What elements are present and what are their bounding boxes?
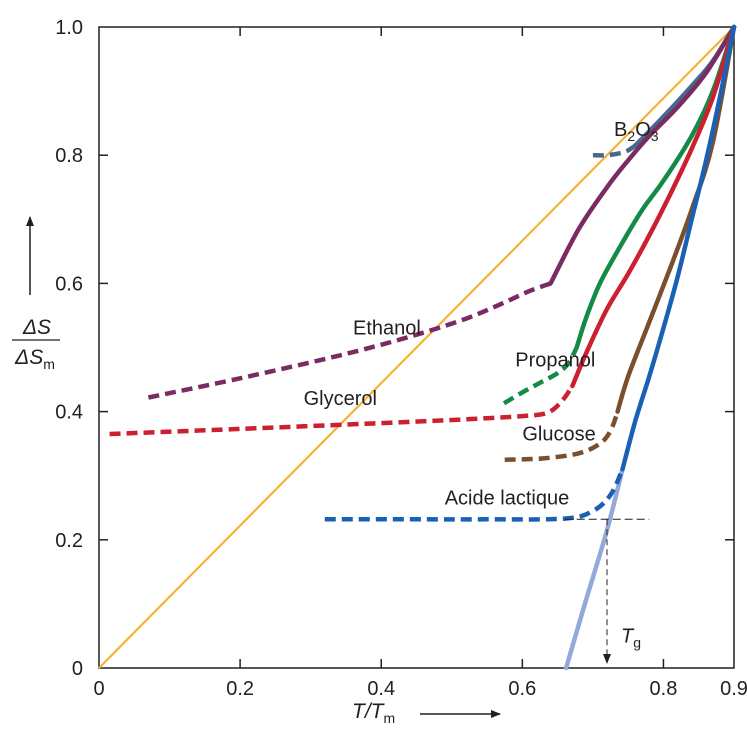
x-tick-label: 0.2 xyxy=(226,678,254,700)
series-acide-lactique xyxy=(324,24,737,671)
series-label-propanol: Propanol xyxy=(515,350,595,372)
series-propanol xyxy=(502,24,737,406)
series-label-glucose: Glucose xyxy=(522,423,595,445)
series-ethanol xyxy=(147,24,737,400)
y-axis-title-denominator-sub: m xyxy=(43,356,55,372)
x-axis-ticks: 0 0.2 0.4 0.6 0.8 0.9 xyxy=(93,27,747,700)
label-part-sub: 3 xyxy=(651,128,659,144)
reference-line xyxy=(98,26,735,669)
axes-box xyxy=(98,26,735,669)
x-tick-label: 0.8 xyxy=(650,678,678,700)
series-dashed-line xyxy=(147,281,552,400)
series-layer xyxy=(109,24,737,671)
series-dashed-line xyxy=(592,143,637,158)
x-tick-label: 0.6 xyxy=(508,678,536,700)
series-solid-line xyxy=(548,24,737,286)
tg-label-sub: g xyxy=(633,634,641,650)
y-axis-title: ΔS ΔSm xyxy=(12,216,60,372)
y-tick-label: 0 xyxy=(72,658,83,680)
label-part: B xyxy=(614,119,627,141)
tg-label: Tg xyxy=(621,625,641,650)
y-tick-label: 0.6 xyxy=(55,273,83,295)
svg-text:ΔSm: ΔSm xyxy=(14,346,55,372)
plot-frame xyxy=(98,26,735,669)
series-labels: B2O3 Ethanol Propanol Glycerol Glucose Acide … xyxy=(304,119,659,510)
series-dashed-line xyxy=(502,346,579,406)
series-label-ethanol: Ethanol xyxy=(353,318,421,340)
x-axis-title-sub: m xyxy=(384,710,396,726)
x-axis-title: T/Tm xyxy=(352,700,501,726)
series-extrapolation-line xyxy=(563,467,625,671)
label-part: O xyxy=(635,119,651,141)
series-solid-line xyxy=(570,24,737,389)
svg-text:T/Tm: T/Tm xyxy=(352,700,395,726)
y-axis-title-numerator: ΔS xyxy=(22,316,51,339)
y-tick-label: 0.8 xyxy=(55,145,83,167)
series-solid-line xyxy=(620,24,737,472)
y-axis-ticks: 0 0.2 0.4 0.6 0.8 1.0 xyxy=(55,17,734,680)
series-solid-line xyxy=(615,24,737,414)
series-glucose xyxy=(504,24,737,462)
series-dashed-line xyxy=(109,384,575,437)
tg-label-main: T xyxy=(621,625,635,647)
y-tick-label: 0.2 xyxy=(55,530,83,552)
x-tick-label: 0.4 xyxy=(367,678,395,700)
series-label-b2o3: B2O3 xyxy=(614,119,659,144)
series-label-glycerol: Glycerol xyxy=(304,388,377,410)
y-tick-label: 1.0 xyxy=(55,17,83,39)
series-dashed-line xyxy=(504,410,620,462)
series-label-acide-lactique: Acide lactique xyxy=(445,488,570,510)
tg-annotation: Tg xyxy=(564,518,650,664)
label-part-sub: 2 xyxy=(627,128,635,144)
reference-line-layer xyxy=(98,26,735,669)
x-axis-title-main: T/T xyxy=(352,700,386,723)
y-axis-title-denominator: ΔS xyxy=(14,346,43,369)
series-solid-line xyxy=(574,24,737,350)
x-tick-label: 0.9 xyxy=(720,678,747,700)
series-dashed-line xyxy=(324,468,625,522)
x-tick-label: 0 xyxy=(93,678,104,700)
y-tick-label: 0.4 xyxy=(55,402,83,424)
series-glycerol xyxy=(109,24,737,437)
